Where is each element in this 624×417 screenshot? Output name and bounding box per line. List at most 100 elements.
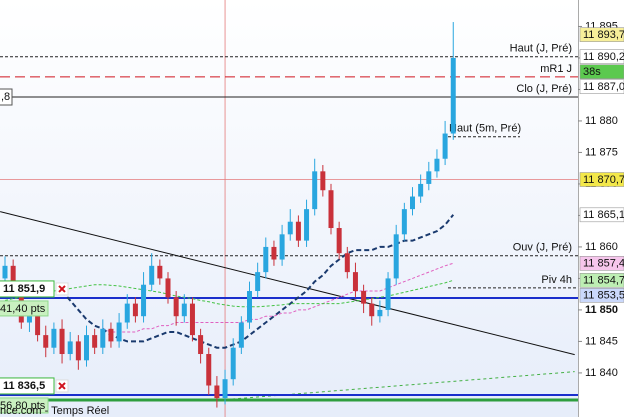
- price-tag-label: 11 870,7: [583, 174, 624, 186]
- candle-body: [352, 272, 358, 292]
- trend-line: [220, 371, 575, 401]
- price-tag: [579, 79, 624, 94]
- candle-body: [401, 209, 407, 235]
- candle-body: [206, 354, 212, 386]
- candle-body: [214, 385, 220, 399]
- price-tag: [579, 273, 624, 288]
- order-pts-box: [0, 300, 49, 317]
- candle-body: [149, 265, 155, 285]
- price-tag: [579, 207, 624, 223]
- candle-body: [198, 335, 204, 355]
- candle-body: [442, 133, 448, 159]
- order-cancel-icon: [58, 382, 66, 390]
- candle-body: [116, 322, 122, 342]
- level-label: mR1 J: [540, 63, 572, 75]
- candle-body: [320, 171, 326, 191]
- candle-body: [100, 328, 106, 348]
- candle-body: [279, 234, 285, 260]
- price-tag: [579, 288, 624, 303]
- candle-body: [344, 253, 350, 273]
- level-label: Clo (J, Pré): [516, 83, 572, 95]
- candle-body: [165, 278, 171, 298]
- order-box: [0, 377, 55, 395]
- candle-body: [304, 209, 310, 241]
- price-tag-label: 38s: [583, 66, 601, 78]
- indicator-line: [61, 214, 455, 349]
- candle-body: [287, 221, 293, 235]
- indicator-line: [4, 279, 454, 308]
- price-tag-label: 11 887,0: [583, 81, 624, 93]
- level-left-box: [0, 88, 13, 106]
- candle-body: [222, 379, 228, 399]
- y-tick-label: 11 860: [585, 241, 618, 253]
- y-tick-label: 11 850: [585, 304, 618, 316]
- trend-line: [0, 211, 575, 356]
- y-tick-label: 11 840: [585, 367, 618, 379]
- level-label: Haut (J, Pré): [510, 43, 572, 55]
- order-pts-box: [0, 397, 49, 414]
- price-tag: [579, 64, 624, 79]
- price-tag-label: 11 853,5: [583, 290, 624, 302]
- candle-body: [59, 328, 65, 355]
- indicator-line: [102, 262, 454, 333]
- candle-body: [10, 265, 16, 292]
- footer-text: nce.com - Temps Réel: [0, 405, 109, 417]
- order-price: 11 851,9: [3, 283, 45, 295]
- candle-body: [271, 246, 277, 260]
- candle-body: [75, 341, 81, 361]
- order-pts: 56,80 pts: [0, 400, 46, 412]
- candle-body: [108, 328, 114, 342]
- candle-body: [51, 328, 57, 348]
- price-tag-label: 11 865,1: [583, 209, 624, 221]
- candle-body: [295, 221, 301, 241]
- candle-body: [230, 347, 236, 380]
- level-label: Piv 4h: [541, 274, 572, 286]
- price-tag: [579, 256, 624, 271]
- candle-body: [361, 291, 367, 304]
- order-pts: 41,40 pts: [0, 303, 46, 315]
- price-tag-label: 11 854,7: [583, 275, 624, 287]
- candle-body: [418, 183, 424, 197]
- candle-body: [2, 265, 8, 279]
- candle-body: [263, 246, 269, 273]
- candle-body: [43, 335, 49, 348]
- order-cancel-icon: [58, 285, 66, 293]
- order-price: 11 836,5: [3, 380, 45, 392]
- candle-body: [426, 171, 432, 184]
- candle-body: [67, 341, 73, 355]
- candle-body: [35, 309, 41, 336]
- candle-body: [181, 303, 187, 317]
- candle-body: [255, 272, 261, 292]
- candle-body: [247, 291, 252, 323]
- candle-body: [124, 303, 130, 323]
- candle-body: [385, 278, 391, 310]
- level-left-label: ,8: [1, 91, 10, 103]
- candle-body: [410, 196, 415, 210]
- candle-body: [157, 265, 163, 279]
- candle-body: [369, 303, 375, 317]
- candle-body: [336, 228, 342, 254]
- candle-body: [328, 190, 334, 229]
- price-tag: [579, 27, 624, 42]
- y-tick-label: 11 875: [585, 146, 618, 158]
- candle-body: [173, 297, 179, 317]
- level-label: Haut (5m, Pré): [449, 123, 521, 135]
- y-tick-label: 11 895: [585, 20, 618, 32]
- candle-body: [92, 335, 98, 348]
- order-box: [0, 280, 55, 298]
- price-tag-label: 11 893,7: [583, 29, 624, 41]
- candle-body: [393, 234, 399, 279]
- price-tag: [579, 49, 624, 64]
- candle-body: [312, 171, 318, 210]
- y-tick-label: 11 880: [585, 115, 618, 127]
- level-label: Ouv (J, Pré): [513, 242, 572, 254]
- price-tag: [579, 172, 624, 187]
- price-tag-label: 11 857,4: [583, 258, 624, 270]
- y-tick-label: 11 845: [585, 335, 618, 347]
- candle-body: [238, 322, 244, 348]
- candle-body: [434, 158, 440, 172]
- price-tag-label: 11 890,2: [583, 51, 624, 63]
- candle-body: [84, 335, 89, 361]
- candle-body: [189, 303, 195, 336]
